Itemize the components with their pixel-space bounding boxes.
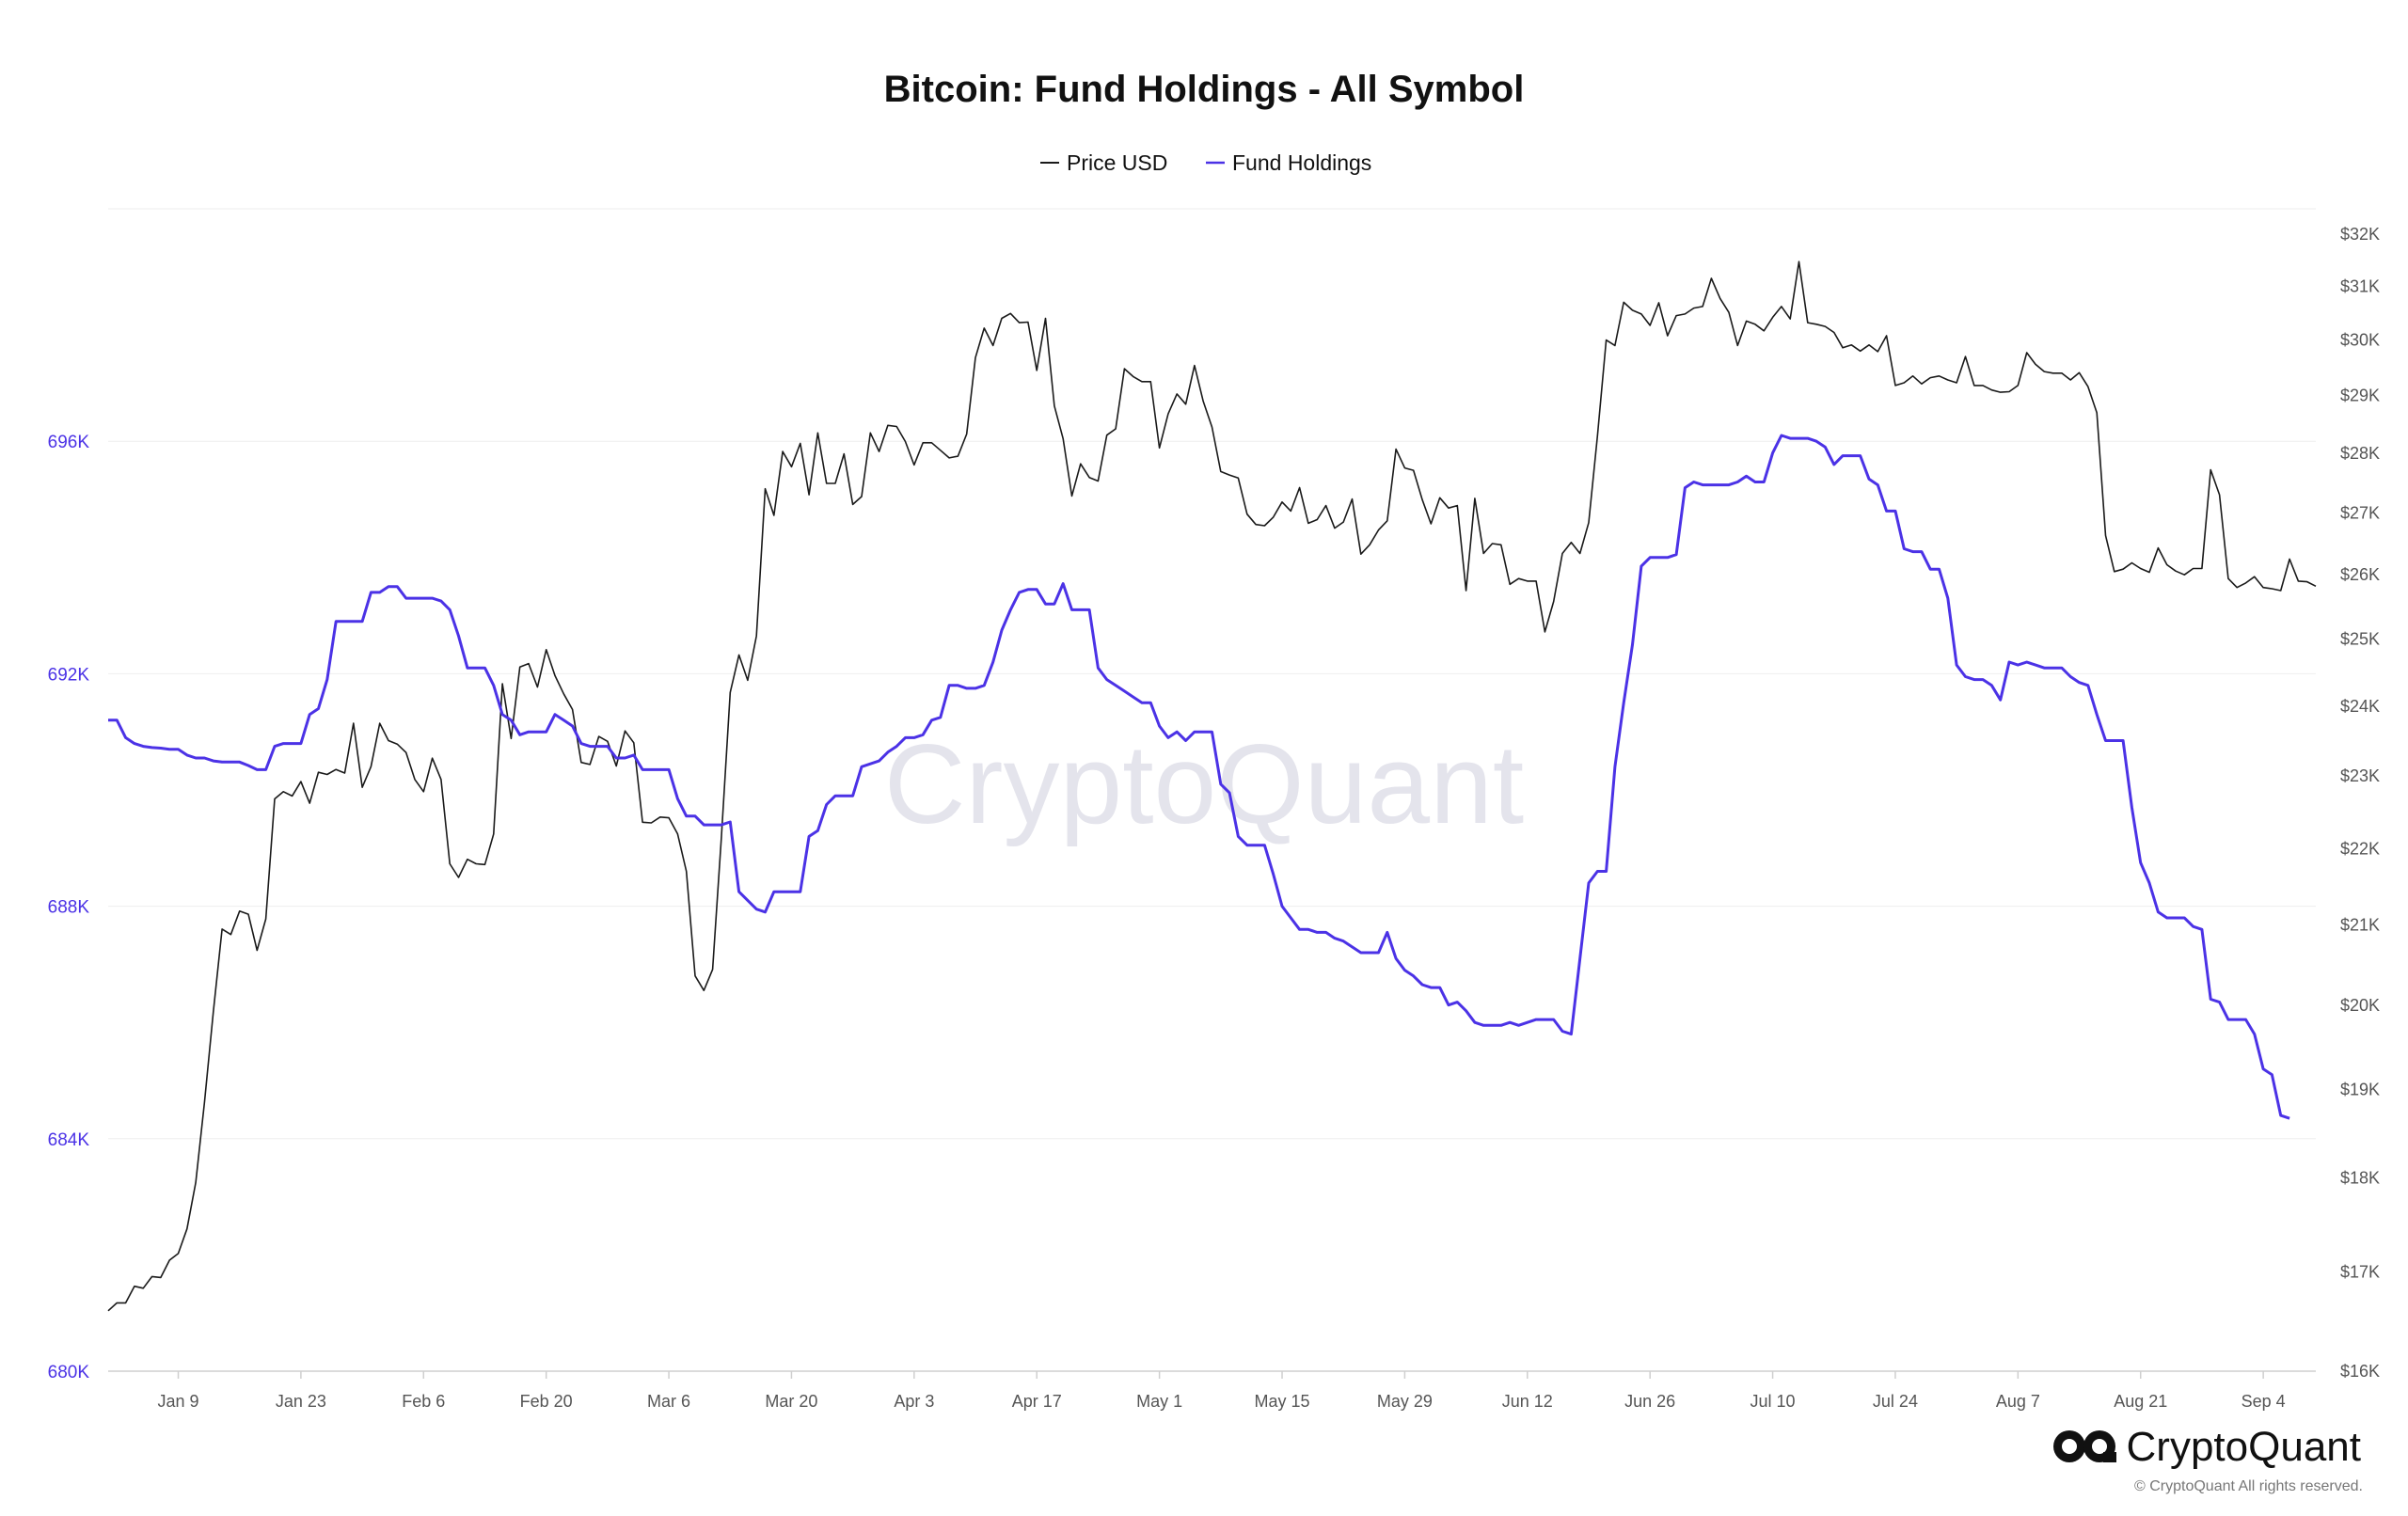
y-right-tick-label: $21K xyxy=(2340,916,2380,935)
legend-label-price: Price USD xyxy=(1067,150,1167,175)
x-tick-label: Apr 17 xyxy=(1012,1392,1062,1411)
x-tick-label: Jun 12 xyxy=(1502,1392,1553,1411)
x-tick-label: Jul 24 xyxy=(1873,1392,1918,1411)
y-right-tick-label: $29K xyxy=(2340,387,2380,405)
x-tick-label: Jul 10 xyxy=(1751,1392,1796,1411)
x-tick-label: Jan 23 xyxy=(276,1392,326,1411)
y-right-tick-label: $27K xyxy=(2340,503,2380,522)
x-tick-label: Mar 20 xyxy=(765,1392,817,1411)
watermark: CryptoQuant xyxy=(884,721,1524,847)
series-line-price xyxy=(107,261,2317,1312)
y-right-tick-label: $31K xyxy=(2340,276,2380,295)
y-right-tick-label: $20K xyxy=(2340,996,2380,1015)
x-tick-label: Feb 20 xyxy=(520,1392,573,1411)
x-tick-label: Sep 4 xyxy=(2242,1392,2286,1411)
y-right-tick-label: $16K xyxy=(2340,1362,2380,1381)
y-axis-left: 680K 684K 688K 692K 696K xyxy=(48,433,90,1382)
y-right-tick-label: $23K xyxy=(2340,766,2380,785)
brand-logo: CryptoQuant © CryptoQuant All rights res… xyxy=(2053,1424,2363,1494)
x-tick-label: Aug 7 xyxy=(1996,1392,2040,1411)
x-tick-label: Feb 6 xyxy=(402,1392,445,1411)
y-left-tick-label: 688K xyxy=(48,898,90,918)
gridlines xyxy=(108,208,2316,1140)
cryptoquant-logo-icon xyxy=(2053,1430,2116,1462)
y-right-tick-label: $32K xyxy=(2340,225,2380,244)
y-right-tick-label: $24K xyxy=(2340,697,2380,716)
y-left-tick-label: 696K xyxy=(48,433,90,452)
legend-label-holdings: Fund Holdings xyxy=(1232,150,1371,175)
legend-item-price[interactable]: Price USD xyxy=(1040,150,1167,175)
legend: Price USD Fund Holdings xyxy=(1040,150,1371,175)
y-left-tick-label: 684K xyxy=(48,1130,90,1150)
y-right-tick-label: $30K xyxy=(2340,331,2380,350)
chart-title: Bitcoin: Fund Holdings - All Symbol xyxy=(884,69,1525,110)
x-tick-label: Aug 21 xyxy=(2114,1392,2167,1411)
y-right-tick-label: $17K xyxy=(2340,1262,2380,1281)
y-axis-right: $16K $17K $18K $19K $20K $21K $22K $23K $24K $25K… xyxy=(2340,225,2380,1381)
x-tick-label: May 29 xyxy=(1377,1392,1433,1411)
copyright-text: © CryptoQuant All rights reserved. xyxy=(2134,1478,2363,1494)
y-left-tick-label: 680K xyxy=(48,1363,90,1382)
y-right-tick-label: $26K xyxy=(2340,565,2380,584)
x-tick-label: Apr 3 xyxy=(894,1392,934,1411)
x-tick-label: May 1 xyxy=(1136,1392,1182,1411)
x-tick-label: Jan 9 xyxy=(157,1392,198,1411)
brand-name: CryptoQuant xyxy=(2127,1424,2361,1470)
y-right-tick-label: $18K xyxy=(2340,1169,2380,1188)
x-tick-label: Jun 26 xyxy=(1624,1392,1675,1411)
y-right-tick-label: $28K xyxy=(2340,444,2380,463)
x-tick-label: Mar 6 xyxy=(647,1392,690,1411)
x-axis: Jan 9 Jan 23 Feb 6 Feb 20 Mar 6 Mar 20 Apr 3 Ap… xyxy=(157,1371,2286,1411)
series-line-holdings xyxy=(108,434,2290,1120)
y-right-tick-label: $22K xyxy=(2340,840,2380,859)
y-right-tick-label: $25K xyxy=(2340,630,2380,649)
legend-item-holdings[interactable]: Fund Holdings xyxy=(1206,150,1371,175)
y-left-tick-label: 692K xyxy=(48,665,90,685)
x-tick-label: May 15 xyxy=(1254,1392,1309,1411)
y-right-tick-label: $19K xyxy=(2340,1080,2380,1098)
